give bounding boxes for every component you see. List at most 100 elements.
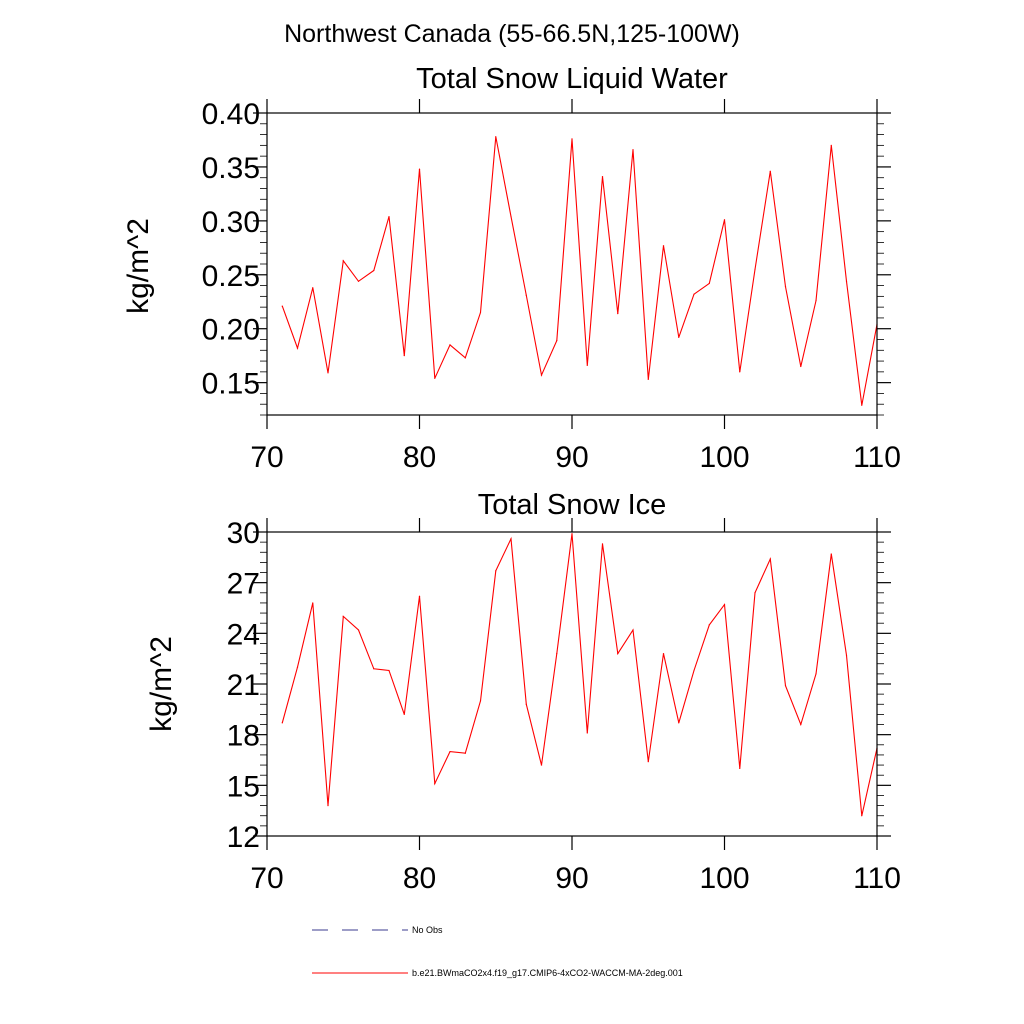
data-point [800,365,802,368]
data-point [815,673,817,675]
data-point [464,357,466,359]
y-tick-label: 0.30 [202,206,260,239]
data-point [754,592,756,594]
data-point [769,558,771,560]
data-point [556,339,558,342]
x-tick-label: 110 [853,862,901,895]
data-point [617,313,619,315]
data-point [357,629,360,631]
data-point [708,624,710,626]
data-point [434,783,436,785]
y-axis-label: kg/m^2 [122,218,155,314]
chart-title: Total Snow Liquid Water [416,63,728,95]
data-point [418,595,421,597]
data-point [479,311,482,314]
data-point [464,752,466,754]
data-point [586,732,588,734]
data-point [739,371,741,373]
data-point [723,604,726,606]
data-point [815,300,817,302]
y-tick-label: 30 [227,517,260,550]
data-point [281,305,283,307]
chart-title: Total Snow Ice [478,489,667,521]
data-point [678,336,680,338]
y-axis-label: kg/m^2 [145,636,178,732]
y-tick-label: 21 [227,669,260,702]
data-point [693,669,695,672]
data-point [754,268,756,270]
data-point [784,685,787,687]
data-point [342,260,344,262]
x-tick-label: 100 [699,441,749,474]
y-tick-label: 12 [227,821,260,854]
data-point [662,245,665,247]
data-point [281,722,283,724]
series-line [281,533,878,816]
data-point [357,280,360,282]
x-tick-label: 90 [555,441,588,474]
data-point [861,404,863,406]
data-point [373,668,375,670]
legend: No Obs b.e21.BWmaCO2x4.f19_g17.CMIP6-4xC… [312,925,683,978]
data-point [449,344,451,346]
data-point [327,805,329,807]
y-tick-label: 0.35 [202,152,260,185]
series-line [281,136,878,406]
data-point [601,543,604,545]
data-point [769,170,771,172]
data-point [601,176,604,178]
panel-total-snow-ice: Total Snow Ice kg/m^2 70 80 90 100 110 12 15 18… [145,489,901,895]
x-tick-label: 100 [699,862,749,895]
data-point [678,722,680,724]
data-point [327,372,329,374]
data-point [693,293,695,295]
data-point [418,168,421,170]
data-point [647,761,649,763]
x-tick-label: 90 [555,862,588,895]
data-point [739,767,741,770]
x-tick-label: 70 [250,441,283,474]
x-tick-label: 70 [250,862,283,895]
data-point [556,653,558,655]
data-point [449,750,451,753]
data-point [845,280,848,282]
y-tick-label: 0.40 [202,98,260,131]
y-tick-label: 0.25 [202,260,260,293]
data-point [708,282,710,285]
data-point [861,815,863,817]
data-point [312,602,314,604]
data-point [296,347,299,349]
data-point [800,723,802,726]
data-point [632,629,634,631]
x-tick-label: 80 [403,862,436,895]
data-point [296,666,299,668]
legend-model-label: b.e21.BWmaCO2x4.f19_g17.CMIP6-4xCO2-WACC… [412,968,683,978]
data-point [373,269,375,272]
data-point [784,286,787,288]
data-point [617,653,619,655]
data-point [540,764,543,766]
data-point [540,374,543,376]
data-point [510,538,512,540]
data-point [388,669,390,672]
data-point [830,144,832,146]
y-tick-label: 0.15 [202,368,260,401]
data-point [662,653,665,655]
data-point [403,355,405,357]
data-point [510,215,512,218]
data-point [647,378,649,381]
data-point [632,149,634,151]
y-tick-label: 18 [227,720,260,753]
data-point [830,553,832,555]
data-point [571,533,573,535]
x-tick-label: 110 [853,441,901,474]
data-point [495,136,497,138]
data-point [342,615,344,618]
data-point [434,377,436,379]
x-tick-label: 80 [403,441,436,474]
data-point [525,703,527,705]
data-point [525,294,527,296]
y-tick-label: 27 [227,568,260,601]
page-title: Northwest Canada (55-66.5N,125-100W) [284,20,740,48]
